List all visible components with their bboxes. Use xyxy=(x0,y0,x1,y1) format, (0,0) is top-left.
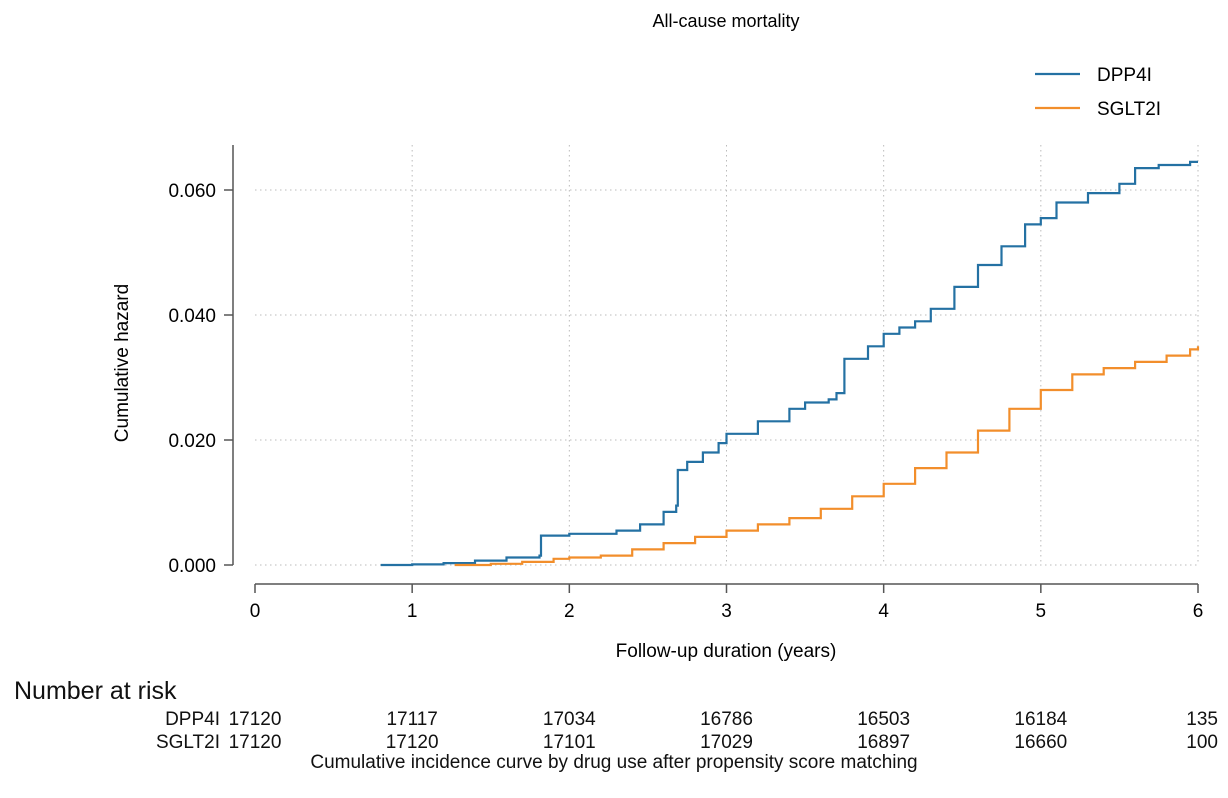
series-line-dpp4i xyxy=(380,160,1198,567)
y-tick-label: 0.000 xyxy=(168,556,216,577)
figure-caption: Cumulative incidence curve by drug use a… xyxy=(310,752,918,773)
x-tick-label: 0 xyxy=(250,601,261,622)
risk-row-label: DPP4I xyxy=(165,709,220,730)
x-axis-label: Follow-up duration (years) xyxy=(616,641,837,662)
risk-cell: 17034 xyxy=(542,709,596,730)
risk-cell: 16897 xyxy=(857,732,911,753)
axes: 0.000 0.020 0.040 0.060 0 1 2 3 4 5 6 xyxy=(168,145,1203,622)
x-tick-label: 6 xyxy=(1193,601,1204,622)
x-tick-label: 5 xyxy=(1036,601,1047,622)
y-tick-label: 0.020 xyxy=(168,431,216,452)
risk-cell: 17117 xyxy=(386,709,438,730)
risk-cell: 16660 xyxy=(1014,732,1068,753)
legend-label-sglt2i: SGLT2I xyxy=(1097,99,1161,120)
y-tick-label: 0.060 xyxy=(168,181,216,202)
chart: All-cause mortality 0.000 0.020 0.040 0.060… xyxy=(112,11,1203,662)
legend-label-dpp4i: DPP4I xyxy=(1097,65,1152,86)
x-tick-label: 1 xyxy=(407,601,418,622)
risk-row-label: SGLT2I xyxy=(155,732,220,753)
series-line-sglt2i xyxy=(454,346,1200,567)
risk-cell: 17120 xyxy=(385,732,439,753)
risk-cell: 16503 xyxy=(857,709,911,730)
x-tick-label: 4 xyxy=(878,601,889,622)
risk-cell: 100 xyxy=(1186,732,1218,753)
x-tick-label: 2 xyxy=(564,601,575,622)
grid xyxy=(255,145,1199,566)
y-tick-label: 0.040 xyxy=(168,306,216,327)
series-lines xyxy=(380,160,1200,567)
y-axis-label: Cumulative hazard xyxy=(112,284,133,442)
risk-cell: 17120 xyxy=(228,709,282,730)
risk-cell: 16786 xyxy=(700,709,753,730)
risk-table-heading: Number at risk xyxy=(14,677,177,705)
risk-cell: 16184 xyxy=(1014,709,1068,730)
x-tick-label: 3 xyxy=(721,601,732,622)
risk-cell: 17120 xyxy=(228,732,282,753)
risk-cell: 17101 xyxy=(542,732,596,753)
legend: DPP4I SGLT2I xyxy=(1035,65,1161,120)
risk-cell: 135 xyxy=(1186,709,1218,730)
risk-cell: 17029 xyxy=(700,732,753,753)
chart-title: All-cause mortality xyxy=(652,11,799,31)
